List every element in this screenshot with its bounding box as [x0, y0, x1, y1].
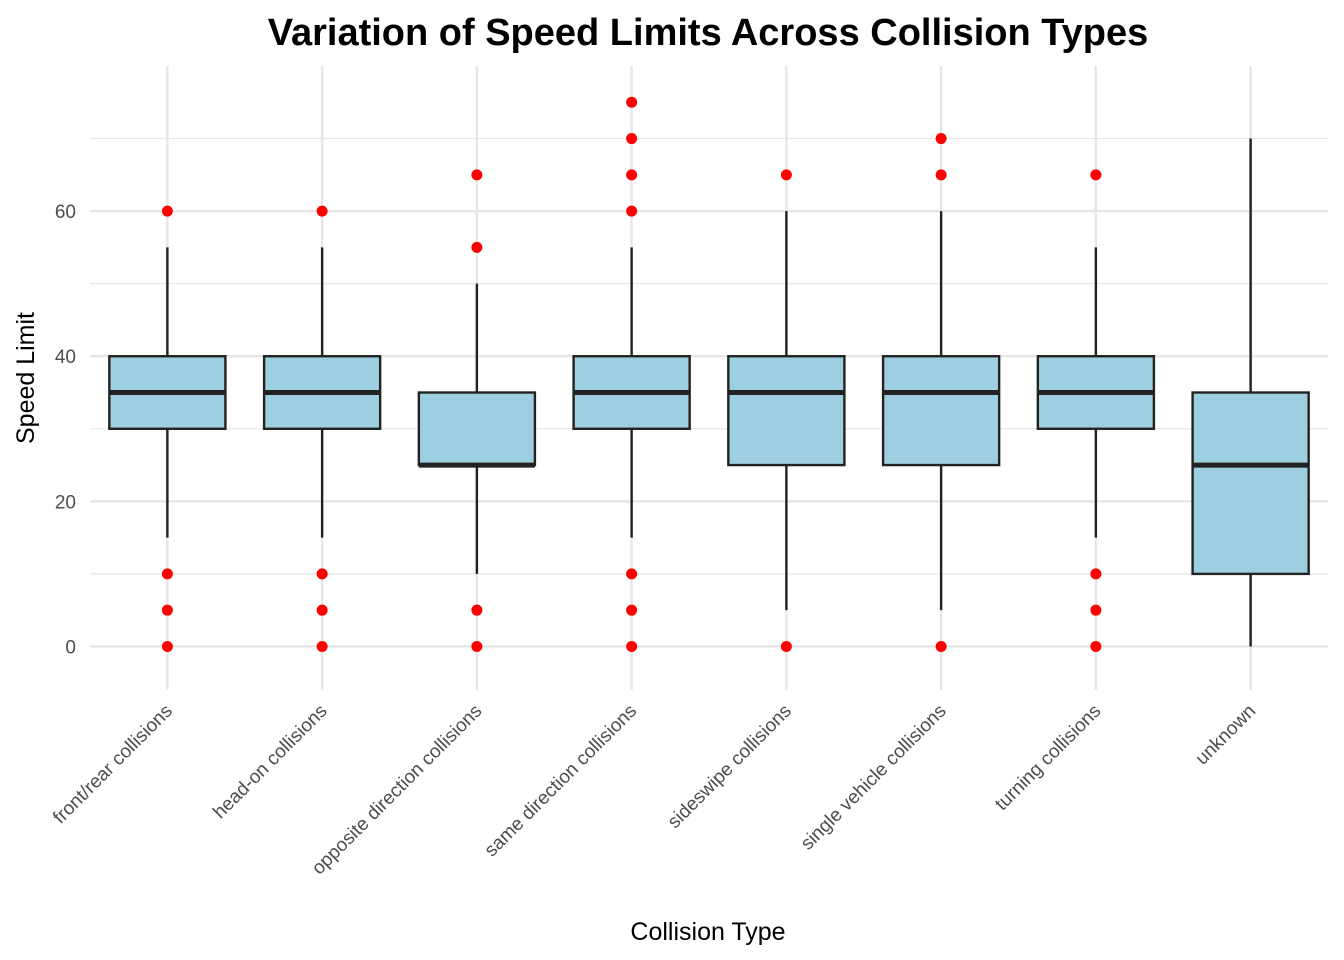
y-tick-label: 20 — [55, 492, 76, 513]
box-group — [727, 169, 846, 652]
outlier-point — [161, 205, 173, 217]
outlier-point — [471, 169, 483, 181]
box-group — [572, 96, 691, 652]
outlier-point — [780, 640, 792, 652]
box — [417, 391, 537, 467]
outlier-point — [316, 640, 328, 652]
outlier-point — [626, 568, 638, 580]
x-tick-label: head-on collisions — [209, 701, 331, 823]
y-axis-ticks: 0 20 40 60 — [55, 202, 76, 658]
x-tick-label: turning collisions — [991, 701, 1105, 815]
box-group — [108, 205, 227, 652]
outlier-point — [471, 640, 483, 652]
outlier-point — [626, 640, 638, 652]
outlier-point — [161, 568, 173, 580]
outlier-point — [626, 604, 638, 616]
outlier-point — [935, 169, 947, 181]
box-group — [262, 205, 382, 652]
box-group — [881, 133, 1001, 652]
x-axis-title: Collision Type — [630, 918, 785, 946]
y-tick-label: 0 — [65, 637, 76, 658]
outlier-point — [1090, 568, 1102, 580]
x-axis-ticks: front/rear collisions head-on collisionso… — [49, 701, 1260, 879]
outlier-point — [316, 568, 328, 580]
x-tick-label: single vehicle collisions — [797, 701, 951, 855]
outlier-point — [626, 96, 638, 108]
outlier-point — [161, 640, 173, 652]
outlier-point — [626, 205, 638, 217]
y-tick-label: 40 — [55, 347, 76, 368]
outlier-point — [626, 133, 638, 145]
x-tick-label: front/rear collisions — [49, 701, 177, 829]
x-tick-label: unknown — [1192, 701, 1261, 770]
outlier-point — [935, 133, 947, 145]
box-group — [417, 169, 537, 652]
boxes-layer — [108, 96, 1310, 652]
outlier-point — [471, 241, 483, 253]
x-tick-label: same direction collisions — [481, 701, 641, 861]
y-tick-label: 60 — [55, 202, 76, 223]
box — [881, 355, 1001, 467]
outlier-point — [626, 169, 638, 181]
outlier-point — [1090, 169, 1102, 181]
outlier-point — [316, 205, 328, 217]
box — [1191, 391, 1310, 576]
y-axis-title: Speed Limit — [12, 312, 40, 444]
box-group — [1036, 169, 1156, 652]
box — [727, 355, 846, 467]
outlier-point — [935, 640, 947, 652]
x-tick-label: opposite direction collisions — [308, 701, 486, 879]
outlier-point — [1090, 640, 1102, 652]
box-group — [1191, 138, 1310, 647]
chart-title: Variation of Speed Limits Across Collisi… — [268, 12, 1149, 54]
outlier-point — [161, 604, 173, 616]
x-tick-label: sideswipe collisions — [664, 701, 796, 833]
outlier-point — [471, 604, 483, 616]
outlier-point — [316, 604, 328, 616]
outlier-point — [780, 169, 792, 181]
outlier-point — [1090, 604, 1102, 616]
